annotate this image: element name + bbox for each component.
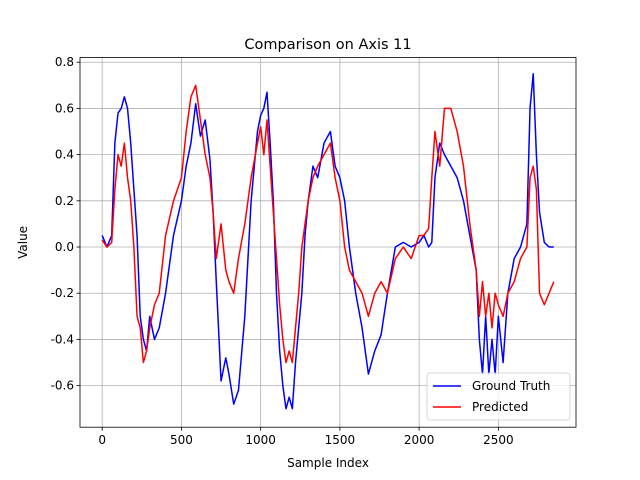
- legend-label-predicted: Predicted: [472, 400, 528, 414]
- x-tick-label: 500: [170, 433, 193, 447]
- y-tick-label: 0.2: [55, 194, 74, 208]
- y-tick-label: 0.8: [55, 55, 74, 69]
- series-line-ground-truth: [101, 73, 554, 410]
- plot-series-group: [101, 73, 555, 410]
- x-tick-label: 2000: [404, 433, 435, 447]
- y-tick-label: -0.2: [51, 286, 74, 300]
- legend: Ground Truth Predicted: [426, 372, 571, 421]
- plot-frame: [79, 57, 577, 428]
- legend-box: [426, 372, 571, 421]
- y-tick-label: 0.6: [55, 101, 74, 115]
- y-tick-label: -0.4: [51, 332, 74, 346]
- x-tick-label: 2500: [483, 433, 514, 447]
- x-axis-title: Sample Index: [287, 456, 369, 470]
- y-axis-title: Value: [16, 226, 30, 259]
- x-tick-label: 1000: [245, 433, 276, 447]
- y-tick-label: 0.0: [55, 240, 74, 254]
- series-line-predicted: [101, 84, 555, 364]
- x-tick-label: 0: [98, 433, 106, 447]
- legend-label-ground-truth: Ground Truth: [472, 379, 550, 393]
- y-tick-label: 0.4: [55, 148, 74, 162]
- chart-title: Comparison on Axis 11: [244, 37, 411, 53]
- axis-ticks: 0 500 1000 1500 2000 2500 -0.6 -0.4 -0.2 0.0 0.2 0.…: [51, 55, 514, 447]
- x-tick-label: 1500: [325, 433, 356, 447]
- y-tick-label: -0.6: [51, 379, 74, 393]
